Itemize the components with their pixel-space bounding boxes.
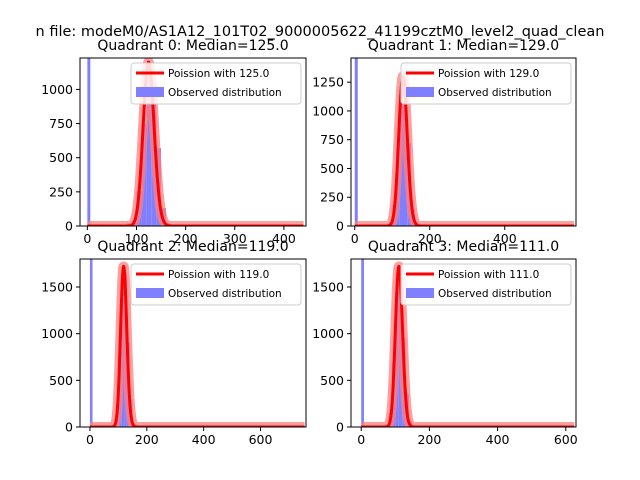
quadrant-3-hist-bar-spike (361, 259, 364, 427)
quadrant-3-y-tick-label-3: 1500 (312, 280, 344, 295)
quadrant-2-y-tick-label-0: 0 (65, 420, 73, 435)
quadrant-2-legend-fit-label: Poission with 119.0 (168, 269, 269, 281)
quadrant-2-y-tick-label-3: 1500 (41, 280, 73, 295)
quadrant-2-panel: 0 200 400 600 0 500 1000 1500 Quadrant 2: Median… (41, 239, 307, 447)
quadrant-3-panel: 0 200 400 600 0 500 1000 1500 Quadrant 3: Median… (312, 239, 578, 447)
quadrant-0-legend-hist-label: Observed distribution (168, 87, 282, 99)
quadrant-1-y-tick-label-3: 750 (320, 132, 344, 147)
quadrant-0-x-tick-label-2: 200 (174, 231, 198, 246)
quadrant-2-legend-hist-label: Observed distribution (168, 288, 282, 300)
quadrant-0-y-tick-label-4: 1000 (41, 82, 73, 97)
quadrant-1-y-tick-label-0: 0 (336, 219, 344, 234)
quadrant-0-y-tick-label-2: 500 (49, 150, 73, 165)
quadrant-1-legend-hist-swatch (406, 87, 434, 97)
quadrant-3-legend-fit-label: Poission with 111.0 (438, 269, 539, 281)
quadrant-3-legend: Poission with 111.0 Observed distribution (400, 263, 572, 306)
quadrant-1-y-tick-label-2: 500 (320, 161, 344, 176)
quadrant-0-x-tick-label-0: 0 (83, 231, 91, 246)
quadrant-3-legend-box (400, 263, 572, 306)
quadrant-1-poisson-line (353, 74, 576, 226)
quadrant-2-y-tick-label-2: 1000 (41, 326, 73, 341)
quadrant-0-x-tick-label-4: 400 (272, 231, 296, 246)
quadrant-2-legend-hist-swatch (136, 288, 164, 298)
quadrant-0-x-tick-label-1: 100 (125, 231, 149, 246)
quadrant-1-x-tick-label-1: 200 (418, 231, 442, 246)
quadrant-1-legend-box (400, 62, 572, 105)
quadrant-3-axes-frame (350, 258, 577, 428)
quadrant-3-poisson-line (360, 264, 576, 427)
quadrant-0-legend-hist-swatch (136, 87, 164, 97)
quadrant-2-legend: Poission with 119.0 Observed distribution (130, 263, 302, 306)
quadrant-1-legend-fit-label: Poission with 129.0 (438, 68, 539, 80)
quadrant-1-y-tick-label-1: 250 (320, 190, 344, 205)
quadrant-1-plot-content (351, 58, 576, 226)
quadrant-3-x-tick-label-0: 0 (357, 432, 365, 447)
quadrant-2-x-tick-label-3: 600 (249, 432, 273, 447)
quadrant-0-hist-bar-5 (146, 67, 152, 226)
quadrant-0-title: Quadrant 0: Median=125.0 (97, 38, 288, 54)
quadrant-3-legend-hist-label: Observed distribution (438, 288, 552, 300)
quadrant-0-y-tick-label-3: 750 (49, 116, 73, 131)
quadrant-1-y-tick-label-4: 1000 (312, 103, 344, 118)
quadrant-0-x-tick-label-3: 300 (223, 231, 247, 246)
quadrant-1-legend: Poission with 129.0 Observed distribution (400, 62, 572, 105)
quadrant-2-y-tick-label-1: 500 (49, 373, 73, 388)
quadrant-3-y-tick-label-0: 0 (336, 420, 344, 435)
quadrant-1-axes-frame (350, 57, 577, 227)
quadrant-1-x-tick-label-2: 400 (493, 231, 517, 246)
quadrant-1-x-tick-label-0: 0 (351, 231, 359, 246)
quadrant-0-legend-box (130, 62, 302, 105)
quadrant-0-y-tick-label-1: 250 (49, 184, 73, 199)
quadrant-0-hist-bar-spike (87, 58, 91, 226)
quadrant-2-poisson-line (88, 264, 306, 427)
quadrant-1-panel: 0 200 400 0 250 500 750 1000 1250 Quadrant 1: Med… (312, 38, 577, 246)
quadrant-0-plot-content (82, 58, 306, 226)
quadrant-3-x-tick-label-3: 600 (554, 432, 578, 447)
quadrant-2-title: Quadrant 2: Median=119.0 (97, 239, 288, 255)
figure-suptitle: n file: modeM0/AS1A12_101T02_9000005622_… (36, 24, 605, 40)
quadrant-0-legend-fit-label: Poission with 125.0 (168, 68, 269, 80)
quadrant-1-title: Quadrant 1: Median=129.0 (368, 38, 559, 54)
subplot-grid: 0 100 200 300 400 0 250 500 750 1000 Quadrant 0: M… (41, 38, 578, 447)
quadrant-2-plot-content (85, 259, 306, 427)
quadrant-1-y-tick-label-5: 1250 (312, 75, 344, 90)
quadrant-3-x-tick-label-2: 400 (486, 432, 510, 447)
quadrant-0-panel: 0 100 200 300 400 0 250 500 750 1000 Quadrant 0: M… (41, 38, 307, 246)
quadrant-1-hist-bar-spike (354, 58, 358, 226)
quadrant-0-legend: Poission with 125.0 Observed distribution (130, 62, 302, 105)
quadrant-3-plot-content (356, 259, 576, 427)
quadrant-0-axes-frame (79, 57, 307, 227)
quadrant-2-x-tick-label-1: 200 (135, 432, 159, 447)
quadrant-3-y-tick-label-2: 1000 (312, 326, 344, 341)
quadrant-2-hist-bar-spike (89, 259, 93, 427)
quadrant-3-legend-hist-swatch (406, 288, 434, 298)
quadrant-2-x-tick-label-0: 0 (86, 432, 94, 447)
quadrant-0-y-tick-label-0: 0 (65, 219, 73, 234)
quadrant-2-legend-box (130, 263, 302, 306)
quadrant-2-axes-frame (79, 258, 307, 428)
quadrant-3-y-tick-label-1: 500 (320, 373, 344, 388)
quadrant-2-x-tick-label-2: 400 (192, 432, 216, 447)
quadrant-3-x-tick-label-1: 200 (417, 432, 441, 447)
quadrant-3-title: Quadrant 3: Median=111.0 (368, 239, 559, 255)
quadrant-1-legend-hist-label: Observed distribution (438, 87, 552, 99)
